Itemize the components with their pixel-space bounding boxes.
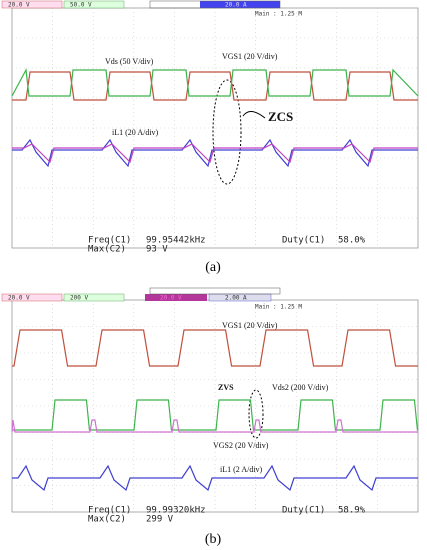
measurement-label: Max(C2)	[88, 515, 126, 525]
waveform	[11, 419, 418, 433]
channel-box	[145, 294, 207, 301]
channel-label: 200 V	[70, 295, 88, 302]
channel-box	[63, 293, 125, 302]
measurement-value: 93 V	[146, 245, 168, 255]
annotation: VGS2 (20 V/div)	[213, 441, 269, 450]
highlight-ellipse	[248, 389, 264, 439]
annotation: Vds (50 V/div)	[105, 57, 154, 66]
measurement-label: Duty(C1)	[282, 506, 325, 516]
channel-label: 50.0 V	[70, 2, 92, 9]
measurement-value: 58.9%	[338, 506, 366, 516]
channel-box	[200, 1, 280, 8]
caption: (b)	[205, 532, 222, 547]
timebase-box	[149, 287, 281, 295]
channel-label: 20.0 A	[225, 2, 247, 9]
timebase-box	[149, 0, 281, 9]
waveform	[11, 68, 419, 97]
arrow	[242, 111, 266, 119]
grid	[12, 300, 418, 512]
caption: (a)	[205, 260, 221, 275]
channel-box	[63, 0, 125, 9]
channel-label: 20.0 V	[160, 295, 182, 302]
measurement-label: Freq(C1)	[88, 236, 131, 246]
channel-box	[1, 0, 63, 9]
waveform	[12, 399, 419, 431]
annotation: VGS1 (20 V/div)	[222, 321, 278, 330]
measurement-value: 99.95442kHz	[146, 236, 206, 246]
measurement-value: 58.0%	[338, 236, 366, 246]
annotation: iL1 (2 A/div)	[220, 465, 263, 474]
annotation: ZVS	[218, 383, 234, 392]
waveform	[12, 143, 418, 164]
channel-label: 20.0 V	[8, 295, 30, 302]
timebase: Main : 1.25 M	[255, 304, 302, 311]
waveform	[12, 464, 418, 492]
channel-label: 20.0 V	[8, 2, 30, 9]
annotation: ZCS	[268, 109, 293, 124]
measurement-label: Duty(C1)	[282, 236, 325, 246]
measurement-value: 299 V	[146, 515, 174, 525]
measurement-label: Max(C2)	[88, 245, 126, 255]
annotation: Vds2 (200 V/div)	[272, 383, 329, 392]
channel-label: 2.00 A	[225, 295, 247, 302]
measurement-label: Freq(C1)	[88, 506, 131, 516]
highlight-ellipse	[212, 79, 242, 185]
grid	[12, 8, 418, 248]
channel-box	[1, 293, 63, 302]
waveform	[12, 329, 418, 367]
annotation: iL1 (20 A/div)	[112, 128, 159, 137]
measurement-value: 99.99320kHz	[146, 506, 206, 516]
timebase: Main : 1.25 M	[255, 11, 302, 18]
annotation: VGS1 (20 V/div)	[222, 52, 278, 61]
